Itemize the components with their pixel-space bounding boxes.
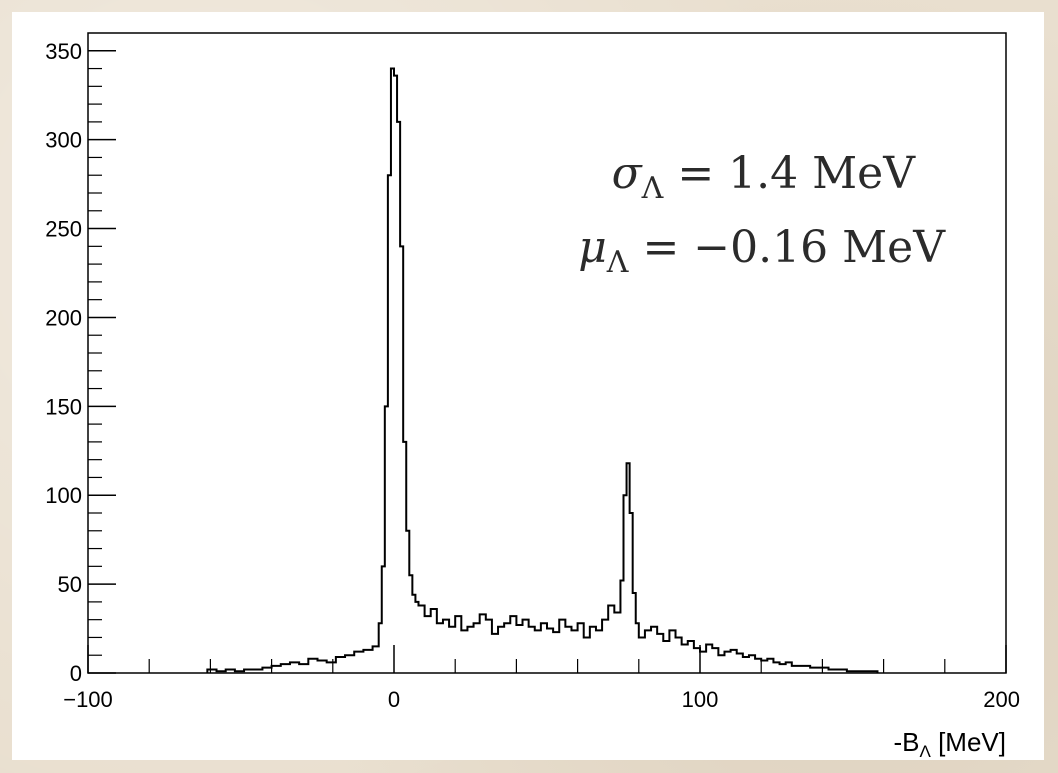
x-tick-label: 0 (388, 687, 400, 712)
y-tick-label: 150 (45, 394, 82, 419)
x-axis-ticks: −100 0 100 200 (63, 645, 1020, 712)
fit-annotations: σΛ = 1.4 MeV μΛ = −0.16 MeV (578, 148, 946, 280)
y-tick-label: 200 (45, 305, 82, 330)
y-tick-label: 300 (45, 128, 82, 153)
y-tick-label: 350 (45, 39, 82, 64)
y-tick-label: 50 (58, 572, 82, 597)
fit-annotation: σΛ = 1.4 MeV (612, 148, 917, 206)
x-tick-label: −100 (63, 687, 113, 712)
plot-panel (12, 12, 1044, 760)
x-tick-label: 200 (983, 687, 1020, 712)
histogram-line (206, 67, 879, 673)
x-axis-title: -BΛ [MeV] (893, 727, 1006, 761)
y-tick-label: 250 (45, 217, 82, 242)
y-tick-label: 0 (70, 661, 82, 686)
y-axis-ticks: 0 50 100 150 200 250 300 350 (45, 39, 116, 686)
y-tick-label: 100 (45, 483, 82, 508)
plot-frame (87, 32, 1007, 674)
x-tick-label: 100 (682, 687, 719, 712)
fit-annotation: μΛ = −0.16 MeV (578, 222, 946, 280)
